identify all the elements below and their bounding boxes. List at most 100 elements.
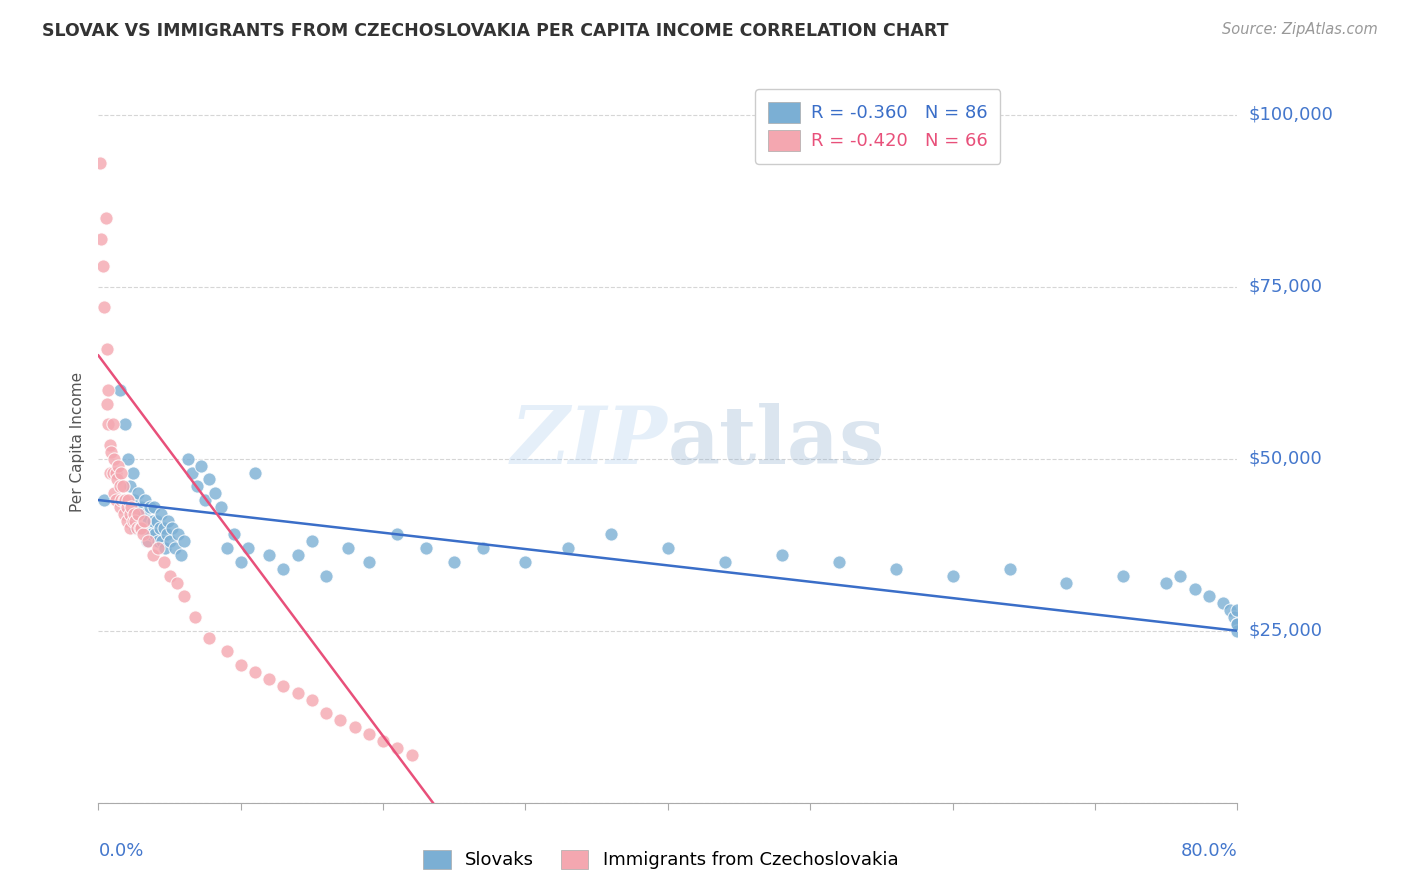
Point <box>301 692 323 706</box>
Point <box>162 520 184 534</box>
Point <box>1226 616 1249 631</box>
Point <box>222 527 245 541</box>
Point <box>155 541 177 556</box>
Point <box>1170 568 1192 582</box>
Point <box>1212 596 1234 610</box>
Point <box>1219 603 1241 617</box>
Point <box>150 507 173 521</box>
Point <box>98 466 121 480</box>
Point <box>387 527 409 541</box>
Point <box>557 541 579 556</box>
Point <box>357 555 380 569</box>
Point <box>229 555 252 569</box>
Point <box>141 548 163 562</box>
Point <box>259 672 281 686</box>
Point <box>134 493 156 508</box>
Point <box>139 527 162 541</box>
Point <box>148 541 170 556</box>
Point <box>204 486 226 500</box>
Y-axis label: Per Capita Income: Per Capita Income <box>70 371 86 512</box>
Point <box>104 466 127 480</box>
Point <box>243 466 266 480</box>
Point <box>117 493 139 508</box>
Point <box>287 548 309 562</box>
Point <box>108 383 131 397</box>
Point <box>194 493 217 508</box>
Point <box>127 507 149 521</box>
Point <box>828 555 851 569</box>
Point <box>373 734 395 748</box>
Point <box>177 451 200 466</box>
Point <box>153 555 176 569</box>
Point <box>1223 610 1246 624</box>
Point <box>100 445 122 459</box>
Point <box>190 458 212 473</box>
Point <box>343 720 366 734</box>
Point <box>89 156 111 170</box>
Point <box>387 740 409 755</box>
Point <box>149 520 172 534</box>
Point <box>329 713 352 727</box>
Text: ZIP: ZIP <box>510 403 668 480</box>
Point <box>114 417 136 432</box>
Point <box>153 520 176 534</box>
Point <box>128 520 150 534</box>
Point <box>243 665 266 679</box>
Point <box>657 541 679 556</box>
Point <box>125 507 148 521</box>
Point <box>122 507 145 521</box>
Text: $100,000: $100,000 <box>1249 105 1333 124</box>
Point <box>159 534 181 549</box>
Point <box>236 541 259 556</box>
Point <box>942 568 965 582</box>
Point <box>110 466 132 480</box>
Legend: Slovaks, Immigrants from Czechoslovakia: Slovaks, Immigrants from Czechoslovakia <box>415 841 907 879</box>
Point <box>131 527 153 541</box>
Point <box>166 575 188 590</box>
Point <box>315 706 337 721</box>
Point <box>167 527 190 541</box>
Point <box>120 500 142 514</box>
Point <box>141 514 163 528</box>
Point <box>98 438 121 452</box>
Point <box>1112 568 1135 582</box>
Point <box>600 527 623 541</box>
Point <box>135 534 157 549</box>
Point <box>186 479 208 493</box>
Point <box>471 541 494 556</box>
Point <box>111 479 134 493</box>
Point <box>105 472 128 486</box>
Point <box>1154 575 1177 590</box>
Point <box>101 417 124 432</box>
Point <box>132 514 155 528</box>
Point <box>515 555 537 569</box>
Point <box>110 493 132 508</box>
Text: 0.0%: 0.0% <box>98 842 143 860</box>
Point <box>91 259 114 273</box>
Point <box>125 520 148 534</box>
Point <box>114 493 136 508</box>
Point <box>287 686 309 700</box>
Point <box>90 231 112 245</box>
Point <box>273 562 295 576</box>
Point <box>115 500 138 514</box>
Point <box>301 534 323 549</box>
Point <box>129 520 152 534</box>
Point <box>159 568 181 582</box>
Point <box>215 644 238 658</box>
Point <box>107 458 129 473</box>
Text: $50,000: $50,000 <box>1249 450 1322 467</box>
Point <box>198 631 221 645</box>
Point <box>118 520 141 534</box>
Point <box>142 500 165 514</box>
Text: Source: ZipAtlas.com: Source: ZipAtlas.com <box>1222 22 1378 37</box>
Point <box>198 472 221 486</box>
Point <box>215 541 238 556</box>
Point <box>165 541 187 556</box>
Point <box>1226 624 1249 638</box>
Point <box>884 562 907 576</box>
Point <box>401 747 423 762</box>
Point <box>124 514 146 528</box>
Point <box>129 500 152 514</box>
Point <box>152 534 174 549</box>
